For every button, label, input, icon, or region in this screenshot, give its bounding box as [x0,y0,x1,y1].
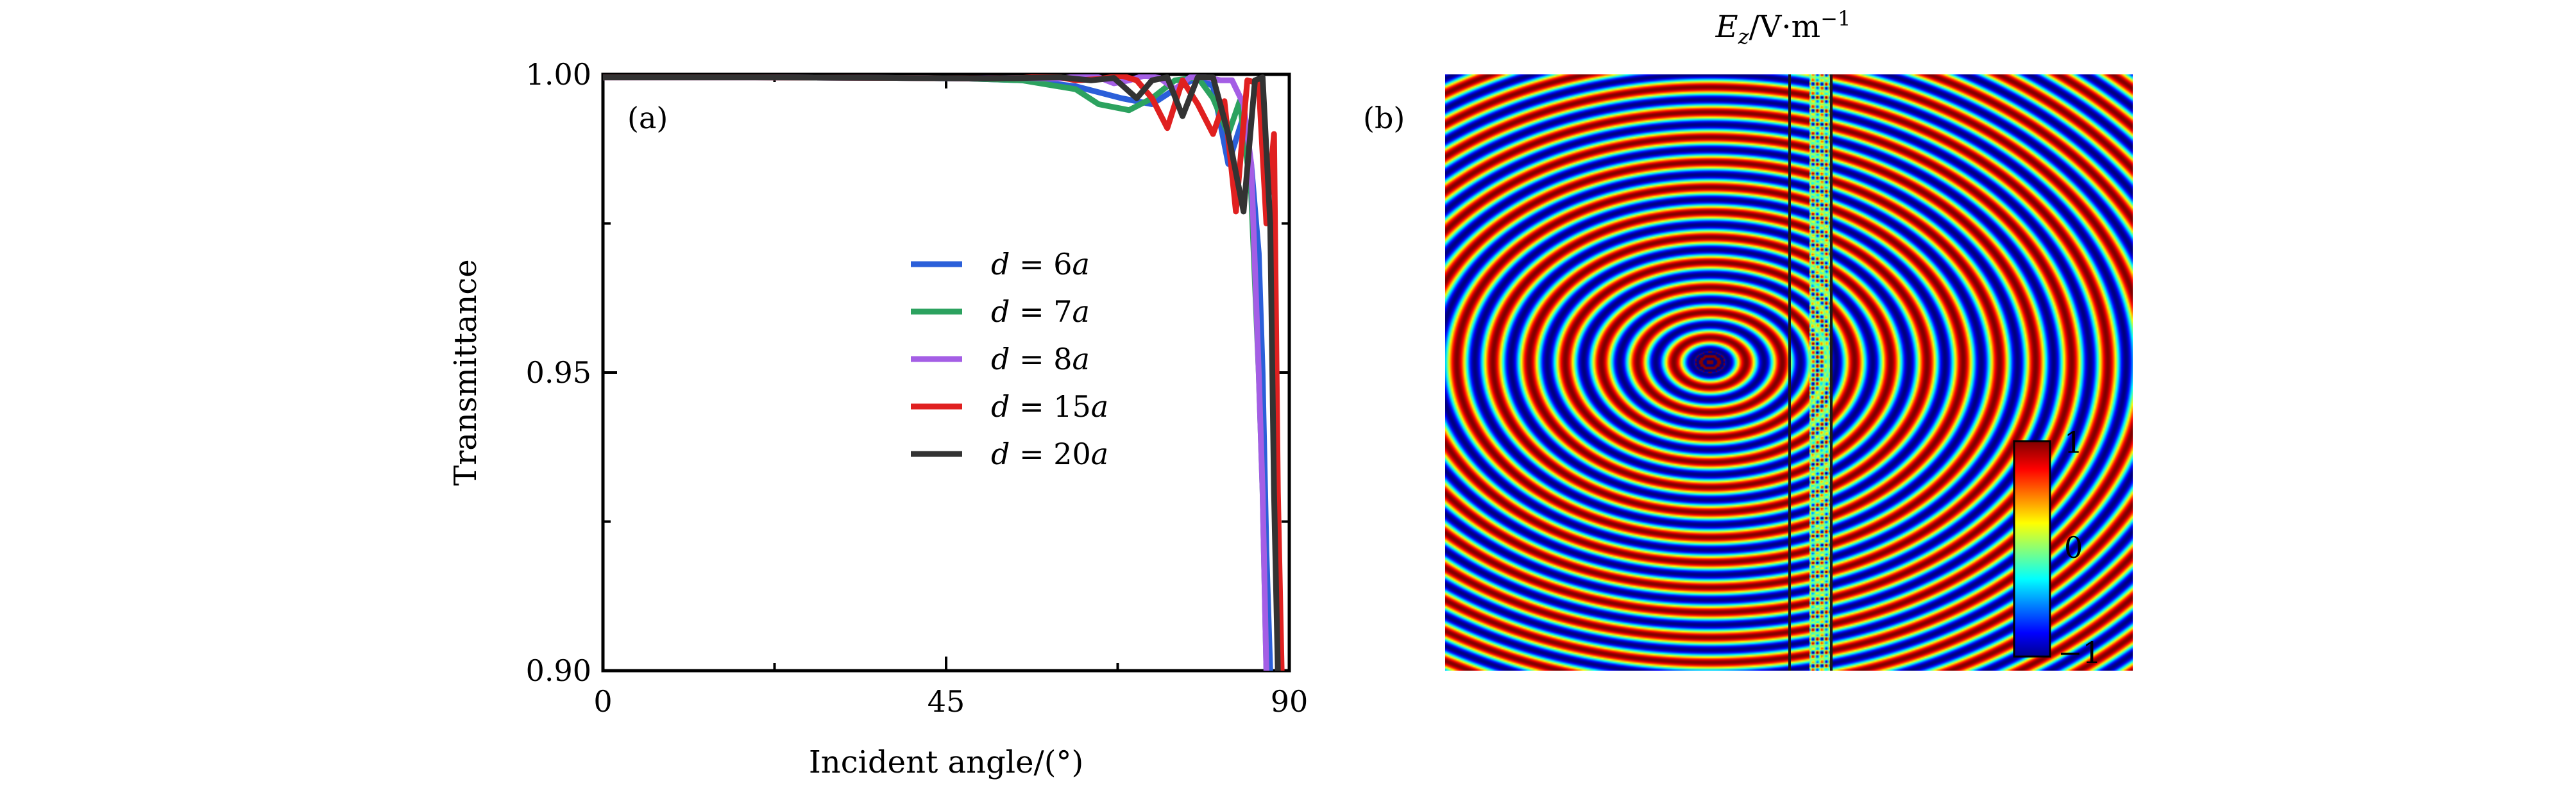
x-axis-label: Incident angle/(°) [809,744,1083,780]
x-tick-label: 0 [593,684,612,719]
series-line [603,74,1285,671]
slab [1788,74,1833,671]
transmittance-chart: (a) 1.00 0.95 0.90 0 45 90 Incident angl… [448,57,1308,780]
x-tick-label: 90 [1271,684,1309,719]
legend-label: d = 6a [991,247,1090,281]
axis-ticks [602,73,1291,672]
legend-label: d = 20a [991,437,1108,471]
series-line [603,74,1269,671]
series-line [603,74,1273,671]
plot-frame [601,72,1291,673]
panel-label-b: (b) [1363,101,1405,135]
field-map: (b) Ez/V·m−1 1 0 −1 [1363,6,2133,671]
legend-label: d = 8a [991,342,1090,376]
y-tick-label: 0.95 [526,355,591,390]
x-tick-label: 45 [928,684,965,719]
y-tick-label: 0.90 [526,653,591,688]
colorbar [2013,440,2051,658]
legend: d = 6a d = 7a d = 8a d = 15a d = 20a [911,247,1108,471]
y-axis-label: Transmittance [448,259,484,485]
panel-label-a: (a) [627,101,668,135]
colorbar-tick-label: 0 [2064,530,2083,565]
series-line [603,74,1281,671]
series-line [603,74,1269,671]
colorbar-tick-label: 1 [2064,425,2083,460]
legend-label: d = 15a [991,389,1108,424]
legend-label: d = 7a [991,294,1090,329]
y-tick-label: 1.00 [526,57,591,92]
colorbar-tick-label: −1 [2058,635,2101,670]
field-title: Ez/V·m−1 [1715,6,1851,49]
series-lines [603,74,1285,671]
